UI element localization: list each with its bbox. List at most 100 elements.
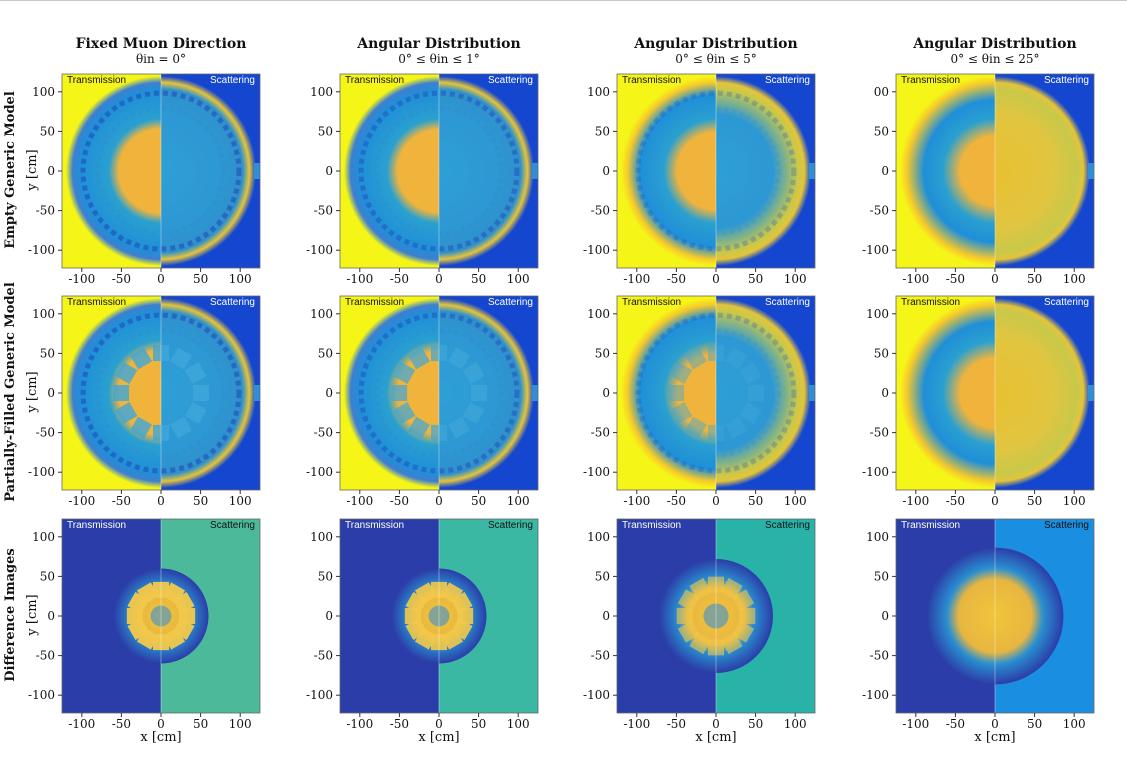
y-tick-label: 50 — [40, 124, 55, 138]
column-titles: Fixed Muon Direction θin = 0° Angular Di… — [76, 36, 1077, 66]
fill-module — [130, 347, 152, 370]
y-tick-label: 50 — [318, 346, 333, 360]
x-tick-label: -50 — [667, 717, 686, 731]
x-tick-label: -50 — [390, 494, 409, 508]
y-tick-label: 50 — [874, 569, 889, 583]
y-tick-label: 100 — [32, 530, 55, 544]
detector-ring — [358, 90, 520, 252]
x-tick-label: -50 — [390, 272, 409, 286]
x-tick-label: 0 — [435, 272, 443, 286]
row-label-2: Partially-Filled Generic Model — [3, 282, 18, 502]
x-tick-label: 50 — [748, 494, 763, 508]
y-axis-label-row3: y [cm] — [25, 594, 40, 636]
difference-module — [450, 592, 473, 614]
y-tick-label: 0 — [47, 609, 55, 623]
heatmap-panel-r3-c2: Transmission Scattering -100 -50 0 50 100 100 50… — [306, 518, 539, 731]
y-tick-label: -50 — [36, 426, 55, 440]
y-tick-label: -50 — [870, 204, 889, 218]
y-tick-label: 50 — [595, 346, 610, 360]
scattering-label: Scattering — [1044, 75, 1089, 86]
y-tick-label: 50 — [595, 124, 610, 138]
fill-module — [170, 347, 192, 370]
x-tick-label: 50 — [471, 494, 486, 508]
transmission-label: Transmission — [67, 297, 126, 308]
heatmap-panel-r1-c2: Transmission Scattering -100 -50 0 50 100 100 50… — [306, 73, 539, 286]
difference-module — [732, 620, 755, 643]
heatmap-panel-r1-c1: Transmission Scattering -100 -50 0 50 100 100 50… — [28, 73, 261, 286]
y-tick-label: 0 — [602, 386, 610, 400]
y-tick-label: -50 — [36, 649, 55, 663]
x-tick-label: -50 — [390, 717, 409, 731]
fill-module — [391, 385, 408, 401]
fill-module — [670, 402, 693, 424]
beam-notch — [1088, 163, 1094, 179]
transmission-label: Transmission — [67, 75, 126, 86]
y-tick-label: 100 — [866, 307, 889, 321]
col-subtitle-1: θin = 0° — [136, 52, 186, 66]
x-tick-label: 100 — [1063, 494, 1086, 508]
fill-module — [725, 347, 747, 370]
y-axis-labels: y [cm] y [cm] y [cm] — [25, 149, 40, 636]
x-tick-label: 100 — [784, 494, 807, 508]
x-tick-label: 100 — [229, 494, 252, 508]
fill-module — [448, 416, 470, 439]
y-tick-label: 100 — [32, 85, 55, 99]
fill-module — [393, 362, 416, 384]
x-tick-label: -50 — [946, 717, 965, 731]
row-label-1: Empty Generic Model — [3, 91, 18, 249]
scattering-disk — [716, 297, 812, 489]
difference-module — [732, 589, 755, 612]
y-tick-label: 0 — [881, 609, 889, 623]
heatmap-panel-r1-c4: Transmission Scattering -100 -50 0 50 100 00 50 0… — [862, 73, 1095, 286]
difference-module — [172, 592, 195, 614]
y-tick-label: 50 — [595, 569, 610, 583]
x-tick-label: 0 — [435, 717, 443, 731]
fill-module — [184, 402, 207, 424]
detector-ring — [635, 90, 797, 252]
x-tick-label: 0 — [435, 494, 443, 508]
x-tick-label: 0 — [712, 494, 720, 508]
y-tick-label: 100 — [32, 307, 55, 321]
x-tick-label: -50 — [112, 272, 131, 286]
x-tick-label: -100 — [68, 717, 95, 731]
y-tick-label: -50 — [870, 426, 889, 440]
x-tick-label: 100 — [229, 272, 252, 286]
transmission-disk — [65, 75, 161, 267]
y-tick-label: 50 — [40, 346, 55, 360]
y-tick-label: -50 — [591, 649, 610, 663]
scattering-label: Scattering — [488, 520, 533, 531]
x-tick-label: 0 — [157, 717, 165, 731]
row-labels: Empty Generic Model Partially-Filled Gen… — [3, 91, 18, 682]
x-tick-label: -50 — [112, 717, 131, 731]
y-tick-label: -100 — [28, 465, 55, 479]
y-tick-label: -100 — [583, 465, 610, 479]
scattering-label: Scattering — [765, 297, 810, 308]
x-tick-label: -100 — [346, 272, 373, 286]
x-tick-label: -100 — [623, 272, 650, 286]
x-tick-label: -50 — [112, 494, 131, 508]
x-tick-label: 100 — [507, 494, 530, 508]
x-tick-label: 100 — [784, 717, 807, 731]
fill-module — [113, 385, 130, 401]
x-axis-labels: x [cm] x [cm] x [cm] x [cm] — [140, 730, 1015, 745]
x-tick-label: -100 — [902, 717, 929, 731]
x-tick-label: -50 — [946, 272, 965, 286]
beam-notch — [1088, 385, 1094, 401]
beam-notch — [254, 163, 260, 179]
y-tick-label: 0 — [47, 386, 55, 400]
fill-module — [685, 416, 707, 439]
y-axis-label-row2: y [cm] — [25, 371, 40, 413]
transmission-label: Transmission — [901, 75, 960, 86]
transmission-label: Transmission — [622, 520, 681, 531]
y-tick-label: -100 — [306, 243, 333, 257]
y-tick-label: 50 — [874, 124, 889, 138]
transmission-label: Transmission — [345, 297, 404, 308]
y-tick-label: 100 — [587, 307, 610, 321]
x-tick-label: 100 — [229, 717, 252, 731]
x-tick-label: -100 — [68, 494, 95, 508]
x-tick-label: -100 — [623, 494, 650, 508]
y-tick-label: -50 — [36, 204, 55, 218]
difference-module — [676, 608, 693, 624]
y-tick-label: 0 — [47, 164, 55, 178]
